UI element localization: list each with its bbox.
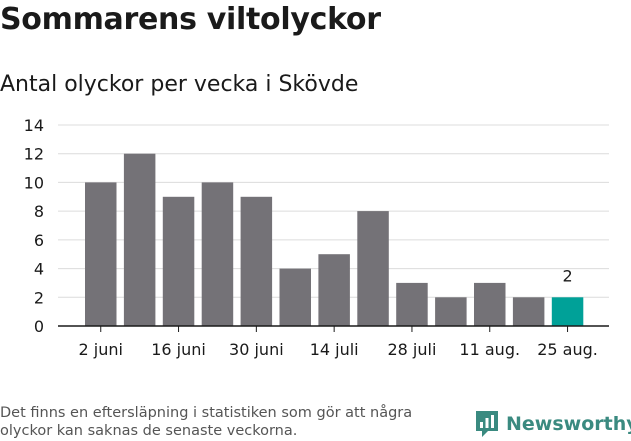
bar <box>85 182 117 326</box>
y-tick-label: 10 <box>24 173 44 192</box>
bar <box>279 268 311 326</box>
x-axis: 2 juni 16 juni 30 juni 14 juli 28 juli 11 aug… <box>58 325 609 359</box>
y-tick-label: 6 <box>34 231 44 250</box>
x-tick-label: 16 juni <box>151 340 206 359</box>
bar <box>201 182 234 326</box>
bar <box>357 211 389 326</box>
bar <box>318 254 350 326</box>
chart-title: Sommarens viltolyckor <box>0 2 381 37</box>
y-tick-label: 12 <box>24 145 44 164</box>
x-tick-label: 2 juni <box>79 340 123 359</box>
newsworthy-logo-icon <box>476 411 498 437</box>
bar <box>512 297 545 326</box>
bar-highlighted <box>551 297 584 326</box>
chart-subtitle: Antal olyckor per vecka i Skövde <box>0 72 359 97</box>
bar <box>396 282 428 326</box>
data-labels: 2 <box>562 266 572 285</box>
logo-text: Newsworthy <box>506 413 631 435</box>
footnote: Det finns en eftersläpning i statistiken… <box>0 405 413 439</box>
y-tick-label: 8 <box>34 202 44 221</box>
bars <box>85 153 584 326</box>
y-tick-label: 0 <box>34 317 44 336</box>
y-tick-label: 2 <box>34 288 44 307</box>
x-tick-label: 25 aug. <box>537 340 598 359</box>
x-tick-label: 14 juli <box>310 340 359 359</box>
x-tick-label: 30 juni <box>229 340 284 359</box>
y-axis: 0 2 4 6 8 10 12 14 <box>24 116 44 336</box>
x-tick-label: 28 juli <box>387 340 436 359</box>
bar-data-label: 2 <box>562 266 572 285</box>
y-tick-label: 14 <box>24 116 44 135</box>
bar <box>435 297 467 326</box>
y-tick-label: 4 <box>34 260 44 279</box>
bar <box>123 153 156 326</box>
bar <box>474 282 506 326</box>
newsworthy-logo: Newsworthy <box>474 407 631 441</box>
bar <box>162 196 195 326</box>
x-tick-label: 11 aug. <box>459 340 520 359</box>
bar <box>240 196 273 326</box>
